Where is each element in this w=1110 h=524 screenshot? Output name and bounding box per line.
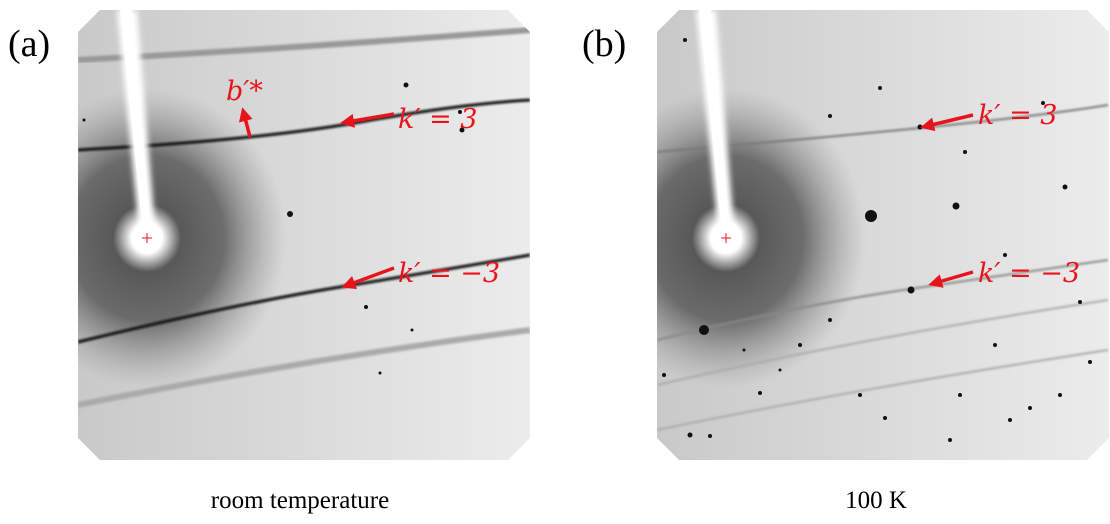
annotation: k′ = −3 xyxy=(398,258,500,289)
arrow xyxy=(341,266,395,290)
spot xyxy=(958,393,962,397)
annotation: k′ = 3 xyxy=(398,104,477,135)
diffraction-image xyxy=(78,10,530,460)
image-content xyxy=(78,10,530,460)
spot xyxy=(948,438,952,442)
streak xyxy=(657,299,1109,386)
annotation: k′ = −3 xyxy=(978,258,1080,289)
spot xyxy=(963,150,967,154)
spot xyxy=(1088,360,1092,364)
spot xyxy=(828,114,832,118)
streak xyxy=(657,104,1109,153)
spot xyxy=(410,328,414,332)
spot xyxy=(287,211,293,217)
spot xyxy=(458,110,462,114)
spot xyxy=(917,124,923,130)
beam-center xyxy=(721,233,731,243)
spot xyxy=(1008,418,1012,422)
spot xyxy=(708,434,712,438)
spot xyxy=(1062,184,1068,190)
spot xyxy=(798,343,802,347)
spot xyxy=(865,210,877,222)
annotation: k′ = 3 xyxy=(978,100,1057,131)
spot xyxy=(378,371,382,375)
annotation: b′* xyxy=(226,76,263,107)
arrow xyxy=(920,113,974,132)
spot xyxy=(828,318,832,322)
streak xyxy=(78,253,530,344)
streak xyxy=(78,327,530,408)
spot xyxy=(1078,300,1082,304)
spot xyxy=(699,325,709,335)
beam-stop xyxy=(120,10,150,223)
spot xyxy=(1028,406,1032,410)
diffraction-image xyxy=(657,10,1109,460)
beam-stop xyxy=(699,10,729,223)
spot xyxy=(778,368,782,372)
spot xyxy=(858,393,862,397)
spot xyxy=(403,82,409,88)
arrow xyxy=(238,107,253,138)
spot xyxy=(1003,253,1007,257)
spot xyxy=(758,391,762,395)
panel-label: (a) xyxy=(8,23,50,65)
spot xyxy=(683,38,687,42)
spot xyxy=(1041,101,1045,105)
spot xyxy=(952,202,960,210)
spot xyxy=(907,286,915,294)
spot xyxy=(662,373,666,377)
spot xyxy=(364,305,368,309)
arrow xyxy=(340,112,395,128)
spot xyxy=(993,343,997,347)
panel-label: (b) xyxy=(582,23,626,65)
spot xyxy=(742,348,746,352)
arrow xyxy=(928,270,974,288)
spot xyxy=(1058,393,1062,397)
spot xyxy=(687,432,693,438)
spot xyxy=(459,127,465,133)
spot xyxy=(82,118,86,122)
beam-center xyxy=(142,233,152,243)
spot xyxy=(883,416,887,420)
spot xyxy=(878,86,882,90)
caption: 100 K xyxy=(845,487,907,514)
image-content xyxy=(657,10,1109,460)
streak xyxy=(657,349,1109,431)
caption: room temperature xyxy=(211,487,389,514)
